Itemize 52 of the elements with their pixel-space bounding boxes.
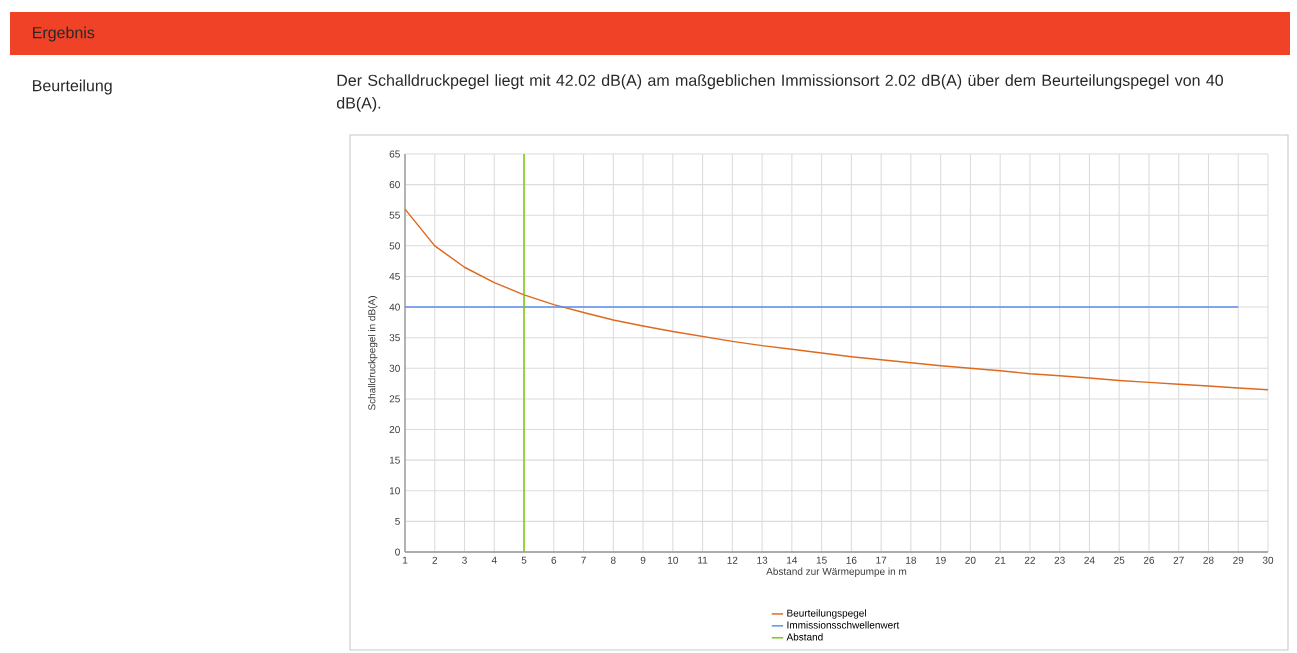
x-tick-label: 21 (995, 556, 1006, 564)
x-tick-label: 3 (462, 556, 467, 564)
x-tick-label: 14 (787, 556, 798, 564)
legend-label: Beurteilungspegel (787, 609, 866, 619)
y-tick-label: 10 (389, 487, 400, 495)
x-tick-label: 23 (1054, 556, 1065, 564)
x-tick-label: 9 (640, 556, 646, 564)
x-tick-label: 16 (846, 556, 857, 564)
x-tick-label: 2 (432, 556, 438, 564)
y-tick-label: 25 (389, 395, 400, 403)
text: Der Schalldruckpegel liegt mit 42.02 dB(A) am maßgeblichen Immissionsort 2.02 dB(A) über dem Beurteilungspegel von 40 dB(A). (336, 74, 1224, 112)
y-tick-label: 40 (389, 303, 400, 311)
x-tick-label: 26 (1143, 556, 1155, 564)
y-tick-label: 0 (395, 548, 400, 556)
x-tick-label: 15 (816, 556, 827, 564)
x-axis-title: Abstand zur Wärmepumpe in m (766, 567, 907, 577)
y-tick-label: 15 (389, 456, 400, 464)
y-tick-label: 60 (389, 181, 400, 189)
x-tick-label: 19 (935, 556, 946, 564)
legend-label: Abstand (786, 633, 823, 641)
x-tick-label: 12 (727, 556, 738, 564)
x-tick-label: 25 (1114, 556, 1125, 564)
legend-label: Immissionsschwellenwert (787, 621, 900, 629)
x-tick-label: 20 (965, 556, 976, 564)
x-tick-label: 5 (521, 556, 527, 564)
x-tick-label: 13 (757, 556, 768, 564)
x-tick-label: 29 (1233, 556, 1244, 564)
y-tick-label: 35 (389, 334, 400, 342)
text: Beurteilung (33, 79, 112, 95)
y-tick-label: 45 (389, 272, 400, 280)
x-tick-label: 22 (1024, 556, 1035, 564)
text: Ergebnis (33, 26, 95, 42)
y-tick-label: 55 (389, 211, 400, 219)
x-tick-label: 10 (668, 556, 678, 564)
x-tick-label: 6 (551, 556, 557, 564)
y-tick-label: 30 (389, 364, 400, 372)
x-tick-label: 1 (402, 556, 408, 564)
x-tick-label: 24 (1084, 556, 1095, 564)
y-axis-title: Schalldruckpegel in dB(A) (368, 296, 378, 411)
x-tick-label: 4 (491, 556, 497, 564)
x-tick-label: 27 (1173, 556, 1184, 564)
x-tick-label: 18 (906, 556, 917, 564)
x-tick-label: 30 (1262, 556, 1274, 564)
x-tick-label: 17 (876, 556, 887, 564)
x-tick-label: 28 (1203, 556, 1214, 564)
y-tick-label: 50 (389, 242, 400, 250)
y-tick-label: 65 (389, 150, 400, 158)
x-tick-label: 7 (581, 556, 586, 564)
y-tick-label: 20 (389, 425, 400, 434)
x-tick-label: 8 (610, 556, 616, 564)
y-tick-label: 5 (395, 517, 400, 525)
x-tick-label: 11 (698, 556, 708, 564)
